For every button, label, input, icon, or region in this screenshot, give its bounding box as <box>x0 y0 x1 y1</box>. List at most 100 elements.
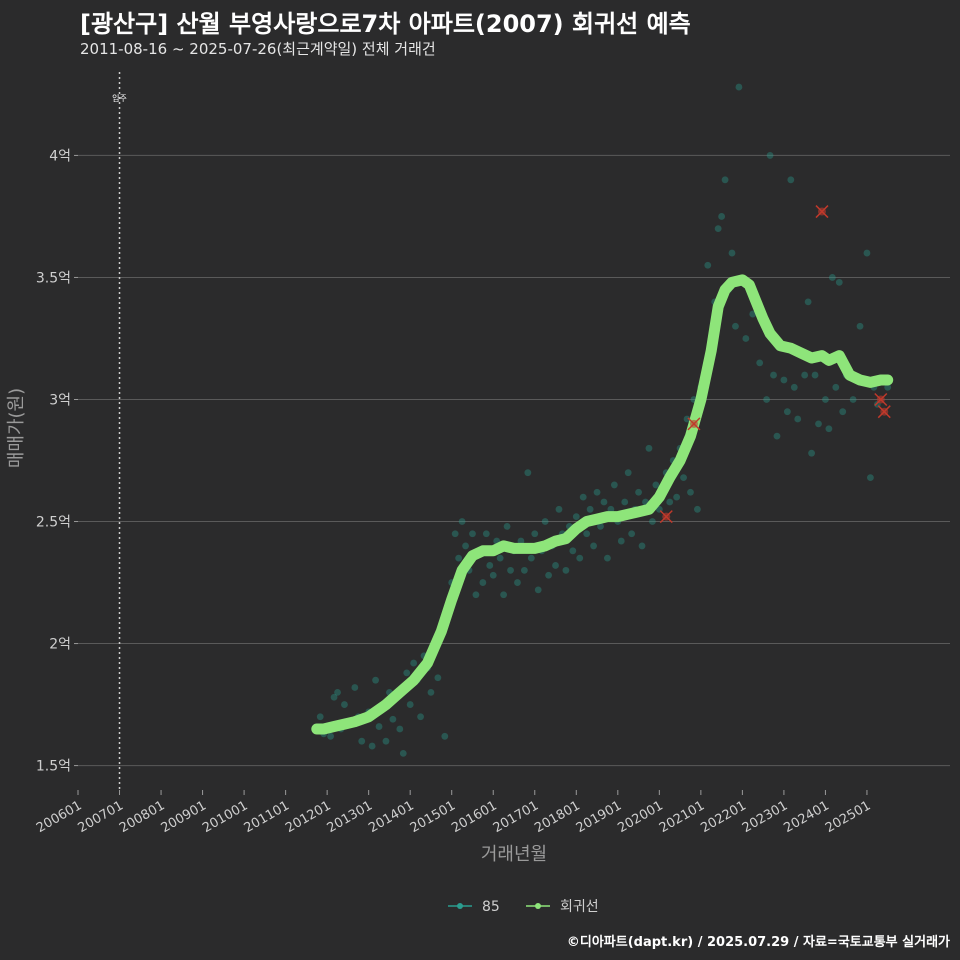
data-point <box>621 498 629 506</box>
data-point <box>600 498 608 506</box>
data-point <box>815 420 822 428</box>
y-tick-label: 1.5억 <box>36 759 71 775</box>
data-point <box>579 493 587 501</box>
data-point <box>372 676 379 684</box>
data-point <box>794 415 802 423</box>
data-point <box>780 376 788 384</box>
y-axis-title: 매매가(원) <box>6 388 27 468</box>
data-point <box>867 474 874 481</box>
data-point <box>624 469 632 477</box>
data-point <box>534 586 542 594</box>
data-point <box>714 225 722 233</box>
y-axis-ticks: 1.5억 2억 2.5억 3억 3.5억 4억 <box>36 148 78 775</box>
x-tick-label: 201401 <box>366 798 416 836</box>
data-point <box>455 554 463 562</box>
data-point <box>839 408 847 416</box>
data-point <box>562 566 570 574</box>
data-point <box>721 176 729 184</box>
x-tick-label: 201301 <box>325 798 375 836</box>
data-point <box>375 723 383 730</box>
data-point <box>635 488 642 496</box>
data-point <box>472 591 480 599</box>
x-tick-label: 200701 <box>76 798 126 836</box>
y-tick-label: 3억 <box>49 392 71 408</box>
data-point <box>358 737 366 745</box>
data-point <box>531 530 539 538</box>
data-point <box>462 542 469 550</box>
data-point <box>687 488 694 496</box>
data-point <box>514 579 521 586</box>
outlier-cross-b <box>659 510 673 524</box>
data-point <box>482 530 490 538</box>
data-point <box>790 383 798 391</box>
data-point <box>801 371 809 379</box>
data-point <box>856 322 864 330</box>
x-tick-label: 201701 <box>491 798 541 836</box>
data-point <box>766 152 774 159</box>
legend-item: 회귀선 <box>526 899 599 915</box>
data-point <box>569 547 577 555</box>
data-point <box>327 732 335 740</box>
data-point <box>787 176 795 184</box>
x-axis-ticks: 2006012007012008012009012010012011012012… <box>34 790 873 836</box>
outlier-cross-b <box>687 417 701 431</box>
x-tick-label: 202101 <box>657 798 707 836</box>
x-tick-label: 202501 <box>823 798 873 836</box>
data-point <box>597 523 604 530</box>
data-point <box>808 449 815 457</box>
data-point <box>368 742 376 750</box>
data-point <box>396 725 404 733</box>
data-point <box>742 335 750 342</box>
chart-subtitle: 2011-08-16 ~ 2025-07-26(최근계약일) 전체 거래건 <box>80 40 436 58</box>
x-tick-label: 200801 <box>117 798 167 836</box>
data-point <box>593 488 601 496</box>
legend-item: 85 <box>448 899 500 915</box>
data-point <box>351 684 359 691</box>
scatter-points <box>313 83 892 757</box>
y-tick-label: 3.5억 <box>36 270 71 286</box>
data-point <box>520 566 528 574</box>
data-point <box>884 383 892 391</box>
x-tick-label: 202201 <box>698 798 748 836</box>
y-tick-label: 2.5억 <box>36 515 71 531</box>
data-point <box>673 493 681 501</box>
data-point <box>417 713 424 721</box>
data-point <box>479 579 487 586</box>
legend: 85 회귀선 <box>448 899 599 915</box>
data-point <box>804 298 812 306</box>
data-point <box>811 371 819 379</box>
outlier-cross-b <box>877 405 891 419</box>
data-point <box>441 732 449 740</box>
y-tick-label: 4억 <box>49 148 71 164</box>
data-point <box>399 749 407 757</box>
data-point <box>458 518 466 525</box>
x-tick-label: 202301 <box>740 798 790 836</box>
data-point <box>693 505 701 513</box>
data-point <box>783 408 791 416</box>
data-point <box>649 518 656 525</box>
data-point <box>389 715 397 723</box>
x-tick-label: 201101 <box>242 798 292 836</box>
x-axis-title: 거래년월 <box>481 844 547 865</box>
legend-swatch-dot <box>457 903 463 909</box>
data-point <box>704 261 712 269</box>
data-point <box>496 554 504 562</box>
data-point <box>756 359 764 367</box>
data-point <box>555 505 563 513</box>
data-point <box>763 396 771 403</box>
data-point <box>583 530 591 538</box>
outlier-marker <box>877 405 891 419</box>
regression-line <box>311 274 894 735</box>
source-caption: ©디아파트(dapt.kr) / 2025.07.29 / 자료=국토교통부 실… <box>566 935 950 950</box>
data-point <box>469 530 476 538</box>
data-point <box>863 249 871 257</box>
data-point <box>507 566 514 574</box>
data-point <box>652 481 660 489</box>
data-point <box>849 396 857 403</box>
outlier-cross-b <box>815 205 829 219</box>
data-point <box>683 415 691 423</box>
data-point <box>749 310 757 318</box>
data-point <box>607 505 615 513</box>
data-point <box>524 469 532 477</box>
